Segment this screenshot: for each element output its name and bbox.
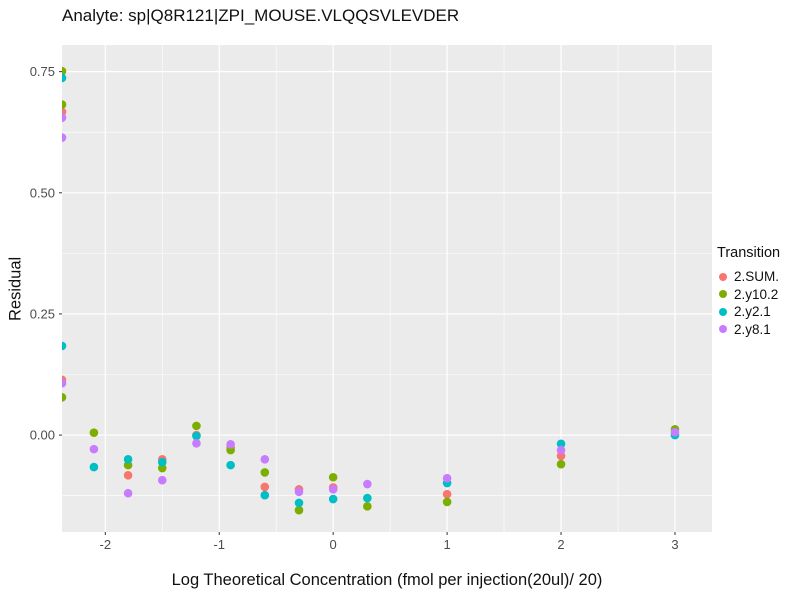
plot-title: Analyte: sp|Q8R121|ZPI_MOUSE.VLQQSVLEVDE… — [62, 6, 460, 25]
major-gridlines — [62, 45, 712, 532]
legend-item: 2.y2.1 — [717, 303, 799, 321]
legend-title: Transition — [717, 245, 781, 261]
data-point — [442, 497, 452, 507]
data-point — [260, 490, 270, 500]
data-point — [328, 485, 338, 494]
data-point — [62, 66, 67, 76]
data-point — [157, 475, 167, 485]
data-point — [328, 494, 338, 504]
minor-gridlines — [62, 45, 712, 532]
legend: Transition 2.SUM. 2.y10.2 2.y2.1 2.y8.1 — [717, 245, 799, 338]
data-point — [62, 133, 67, 142]
data-point — [670, 427, 680, 437]
data-point — [192, 431, 201, 441]
legend-items: 2.SUM. 2.y10.2 2.y2.1 2.y8.1 — [717, 268, 799, 338]
y-tick-labels: 0.00 0.25 0.50 0.75 — [30, 64, 55, 442]
data-point — [294, 505, 304, 515]
x-tick-label: 2 — [557, 537, 564, 552]
data-point — [89, 462, 99, 472]
x-tick-labels: -2 -1 0 1 2 3 — [100, 537, 679, 552]
plot-panel — [62, 45, 712, 532]
x-tick-label: -1 — [213, 537, 225, 552]
data-point — [363, 479, 372, 489]
x-tick-label: 3 — [671, 537, 678, 552]
y-tick-label: 0.25 — [30, 306, 55, 321]
data-point — [294, 498, 304, 508]
data-point — [556, 439, 566, 449]
data-point — [123, 455, 133, 464]
data-point — [89, 444, 99, 454]
legend-item-label: 2.SUM. — [734, 269, 780, 285]
data-point — [363, 493, 372, 503]
legend-key-dot — [719, 325, 727, 334]
data-point — [260, 482, 270, 492]
legend-item-label: 2.y2.1 — [734, 304, 771, 320]
legend-item: 2.y8.1 — [717, 321, 799, 339]
legend-key-dot — [719, 307, 727, 316]
legend-key-dot — [719, 272, 727, 281]
data-point — [328, 472, 338, 482]
y-tick-label: 0.00 — [30, 428, 55, 443]
data-point — [62, 378, 67, 388]
data-point — [442, 473, 452, 483]
data-point — [556, 445, 566, 455]
legend-item: 2.y10.2 — [717, 286, 799, 304]
y-tick-label: 0.50 — [30, 185, 55, 200]
series-2.y2.1 — [62, 73, 680, 508]
data-point — [62, 392, 67, 402]
legend-item: 2.SUM. — [717, 268, 799, 286]
data-point — [226, 460, 235, 470]
data-point — [260, 455, 270, 464]
data-point — [294, 487, 304, 497]
data-point — [192, 421, 201, 431]
legend-key-dot — [719, 290, 727, 299]
data-point — [556, 459, 566, 469]
legend-item-label: 2.y10.2 — [734, 286, 779, 302]
legend-item-label: 2.y8.1 — [734, 321, 771, 337]
data-point — [62, 73, 67, 83]
y-tick-label: 0.75 — [30, 64, 55, 79]
data-point — [62, 100, 67, 109]
y-axis-title: Residual — [6, 256, 25, 321]
data-point — [62, 341, 67, 351]
data-point — [89, 428, 99, 437]
data-point — [226, 439, 235, 449]
data-point — [157, 457, 167, 467]
data-point — [260, 468, 270, 477]
data-point — [363, 502, 372, 511]
data-point — [442, 489, 452, 499]
data-points — [62, 66, 680, 515]
data-point — [62, 113, 67, 122]
axis-ticks — [59, 71, 676, 535]
data-point — [123, 488, 133, 498]
x-tick-label: 1 — [443, 537, 450, 552]
x-tick-label: -2 — [100, 537, 112, 552]
series-2.y8.1 — [62, 113, 680, 498]
x-tick-label: 0 — [330, 537, 337, 552]
data-point — [192, 439, 201, 448]
data-point — [123, 471, 133, 480]
x-axis-title: Log Theoretical Concentration (fmol per … — [171, 571, 603, 589]
